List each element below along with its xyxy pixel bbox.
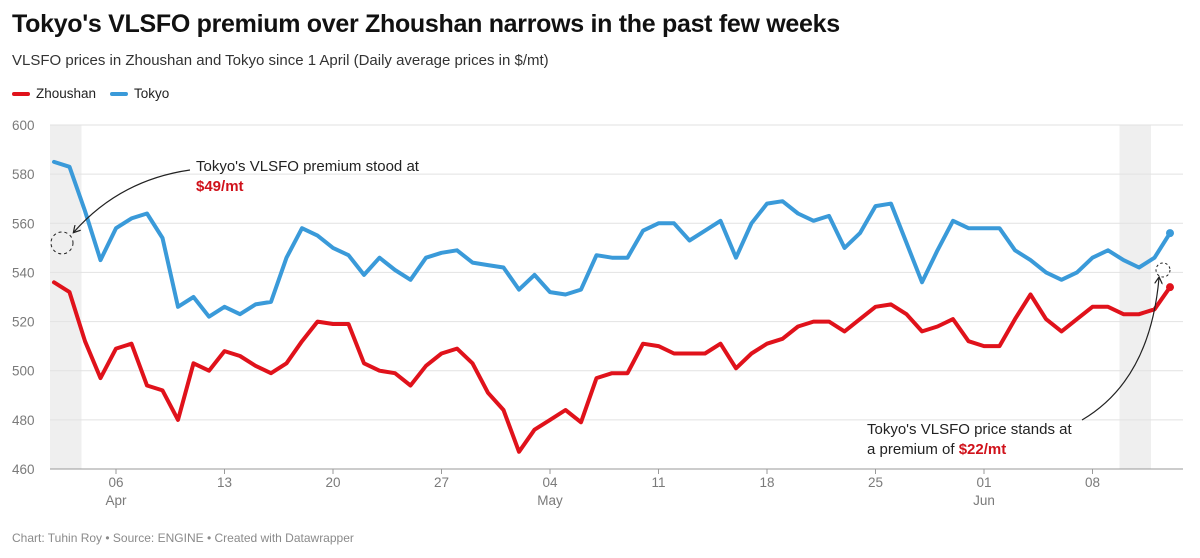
x-tick-label-2024-05-04: 04 [542,475,558,490]
annotation-start-text: Tokyo's VLSFO premium stood at [196,158,420,175]
legend-label-zhoushan: Zhoushan [36,86,97,101]
y-tick-label-480: 480 [12,413,35,428]
y-tick-label-560: 560 [12,216,35,231]
annotation-start-arrow [74,169,191,232]
x-tick-month-2024-06-01: Jun [973,493,995,508]
series-endpoint-zhoushan [1166,283,1174,292]
chart-footer: Chart: Tuhin Roy • Source: ENGINE • Crea… [12,531,354,545]
annotation-start-circle [50,231,74,255]
x-tick-label-2024-04-13: 13 [217,475,232,490]
legend: Zhoushan Tokyo [12,86,169,101]
x-tick-label-2024-04-20: 20 [325,475,340,490]
annotation-end-circle [1155,262,1171,278]
y-tick-label-600: 600 [12,118,35,133]
legend-swatch-tokyo [110,91,129,96]
x-tick-label-2024-05-11: 11 [651,475,665,490]
y-tick-label-580: 580 [12,167,35,182]
annotation-end-prefix: a premium of [867,441,959,458]
x-tick-label-2024-04-06: 06 [108,475,123,490]
chart-title: Tokyo's VLSFO premium over Zhoushan narr… [12,10,840,38]
x-tick-month-2024-05-04: May [537,493,563,508]
y-tick-label-520: 520 [12,315,35,330]
annotation-end-value: $22/mt [959,441,1007,458]
chart-subtitle: VLSFO prices in Zhoushan and Tokyo since… [12,52,549,69]
legend-swatch-zhoushan [12,91,30,96]
x-tick-label-2024-06-08: 08 [1085,475,1100,490]
x-tick-label-2024-04-27: 27 [434,475,449,490]
series-line-zhoushan [52,280,1172,454]
legend-label-tokyo: Tokyo [134,86,170,101]
highlight-band-1 [1119,125,1151,469]
y-tick-label-500: 500 [12,364,35,379]
series-line-tokyo [52,159,1172,319]
highlight-band-0 [50,125,82,469]
y-tick-label-540: 540 [12,265,35,280]
annotation-start-value: $49/mt [196,178,244,195]
y-tick-label-460: 460 [12,462,35,477]
legend-item-zhoushan: Zhoushan [12,86,96,101]
annotation-end-text-line2: a premium of $22/mt [867,441,1006,458]
legend-item-tokyo: Tokyo [110,86,169,101]
annotation-end-arrow [1081,278,1159,421]
series-endpoint-tokyo [1166,229,1174,238]
annotation-end-text-line1: Tokyo's VLSFO price stands at [867,421,1072,438]
x-tick-label-2024-05-25: 25 [868,475,883,490]
x-tick-label-2024-06-01: 01 [976,475,991,490]
x-tick-label-2024-05-18: 18 [759,475,774,490]
x-tick-month-2024-04-06: Apr [105,493,127,508]
